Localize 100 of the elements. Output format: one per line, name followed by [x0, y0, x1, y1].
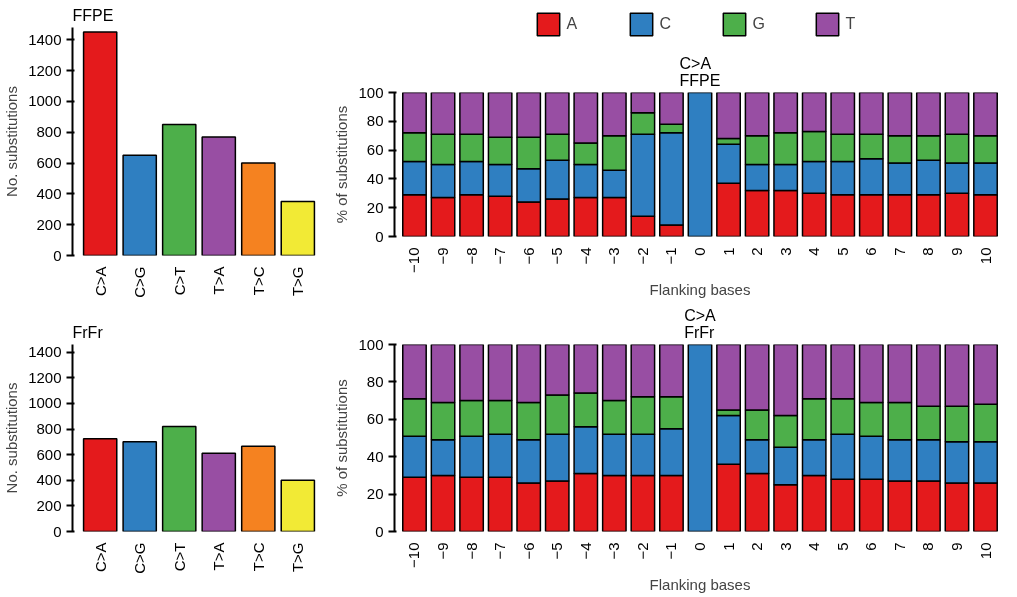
x-axis-title: Flanking bases [649, 280, 751, 298]
y-tick-label: 600 [36, 154, 62, 172]
x-tick-label: 8 [919, 247, 937, 256]
x-tick-label: 8 [919, 542, 937, 551]
y-tick-label: 1400 [28, 30, 62, 48]
bar [201, 452, 237, 532]
x-tick-label: C>A [91, 542, 109, 573]
legend-label: T [845, 15, 857, 33]
bar [122, 154, 158, 256]
x-tick-label: 9 [947, 247, 965, 256]
y-tick-label: 80 [366, 112, 384, 130]
y-tick-label: 200 [36, 215, 62, 233]
x-tick-label: C>G [131, 542, 149, 574]
x-tick-label: −1 [662, 542, 680, 560]
x-tick-label: −7 [491, 247, 509, 265]
bar [161, 123, 197, 256]
x-tick-label: 2 [748, 542, 766, 551]
y-axis-title: No. substitutions [3, 382, 21, 494]
x-tick-label: C>T [170, 542, 188, 572]
x-tick-label: −4 [576, 247, 594, 265]
x-tick-label: 7 [890, 542, 908, 551]
x-tick-label: −1 [662, 247, 680, 265]
x-tick-label: 2 [748, 247, 766, 256]
y-tick-label: 1000 [28, 92, 62, 110]
y-tick-label: 0 [375, 227, 384, 245]
x-tick-label: −6 [519, 247, 537, 265]
y-axis-title: % of substitutions [333, 379, 351, 497]
chart-title: FFPE [72, 6, 114, 24]
y-tick-label: 800 [36, 420, 62, 438]
x-tick-label: −2 [633, 247, 651, 265]
legend-label: G [752, 15, 766, 33]
x-tick-label: 6 [862, 247, 880, 256]
chart-title: C>A [684, 306, 717, 324]
x-tick-label: T>C [249, 266, 267, 296]
x-tick-label: −10 [405, 247, 423, 273]
x-tick-label: C>T [170, 266, 188, 296]
x-tick-label: −8 [462, 542, 480, 560]
x-tick-label: −5 [548, 542, 566, 560]
chart-subtitle: FFPE [679, 71, 721, 89]
x-tick-label: 0 [691, 542, 708, 551]
x-tick-label: −10 [405, 542, 423, 568]
chart-title: FrFr [72, 323, 104, 341]
x-tick-label: 6 [862, 542, 880, 551]
x-tick-label: T>C [249, 542, 267, 572]
y-tick-label: 20 [366, 198, 384, 216]
y-tick-label: 400 [36, 184, 62, 202]
x-tick-label: −8 [462, 247, 480, 265]
bar [82, 31, 118, 256]
x-tick-label: −2 [633, 542, 651, 560]
y-tick-label: 60 [366, 141, 384, 159]
y-tick-label: 1200 [28, 61, 62, 79]
bar [161, 425, 197, 532]
y-tick-label: 1200 [28, 368, 62, 386]
y-tick-label: 1000 [28, 394, 62, 412]
x-tick-label: −3 [605, 542, 623, 560]
x-tick-label: 3 [776, 247, 794, 256]
chart-title: C>A [679, 54, 712, 72]
y-axis-title: % of substitutions [333, 105, 351, 224]
y-tick-label: 200 [36, 496, 62, 514]
x-tick-label: T>A [210, 266, 228, 295]
x-tick-label: 1 [719, 542, 737, 551]
x-tick-label: −5 [548, 247, 566, 265]
x-tick-label: 1 [719, 247, 737, 256]
x-tick-label: −4 [576, 542, 594, 560]
x-tick-label: 0 [691, 247, 708, 256]
x-tick-label: −9 [434, 247, 452, 265]
y-tick-label: 800 [36, 123, 62, 141]
y-tick-label: 0 [53, 522, 62, 540]
x-tick-label: −6 [519, 542, 537, 560]
x-tick-label: −9 [434, 542, 452, 560]
bar [687, 92, 713, 237]
y-tick-label: 400 [36, 471, 62, 489]
bar [122, 441, 158, 532]
bar [201, 136, 237, 256]
x-tick-label: 9 [947, 542, 965, 551]
x-axis-title: Flanking bases [649, 575, 751, 593]
x-tick-label: 4 [805, 247, 823, 256]
x-tick-label: T>A [210, 542, 228, 571]
y-tick-label: 100 [358, 83, 384, 101]
x-tick-label: C>A [91, 266, 109, 297]
legend-label: A [566, 15, 579, 33]
x-tick-label: 4 [805, 542, 823, 551]
x-tick-label: T>G [289, 542, 307, 573]
y-tick-label: 0 [375, 522, 384, 540]
x-tick-label: C>G [131, 266, 149, 298]
y-tick-label: 40 [366, 169, 384, 187]
bar [280, 479, 316, 532]
y-tick-label: 600 [36, 445, 62, 463]
x-tick-label: 5 [833, 247, 851, 256]
x-tick-label: 5 [833, 542, 851, 551]
y-axis-title: No. substitutions [3, 86, 21, 197]
bar [82, 437, 118, 532]
y-tick-label: 80 [366, 372, 384, 390]
chart-subtitle: FrFr [684, 323, 716, 341]
x-tick-label: T>G [289, 266, 307, 297]
bar [687, 344, 713, 532]
bar [240, 445, 276, 532]
x-tick-label: −7 [491, 542, 509, 560]
y-tick-label: 20 [366, 485, 384, 503]
y-tick-label: 40 [366, 447, 384, 465]
